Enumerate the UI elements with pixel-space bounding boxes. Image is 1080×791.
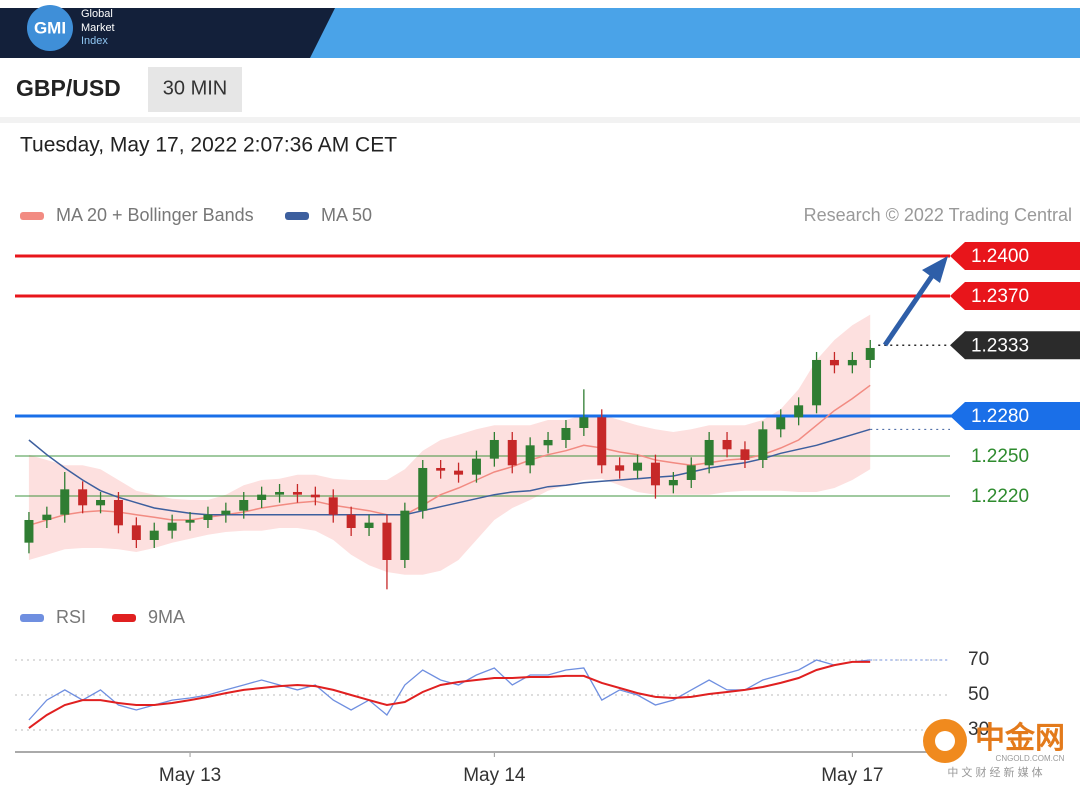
timeframe-box[interactable] <box>148 67 242 112</box>
brand: Index <box>81 35 108 47</box>
candle-body <box>257 494 267 500</box>
level-tag <box>950 281 1080 310</box>
trend-arrow <box>882 274 935 347</box>
candle-body <box>758 429 768 460</box>
credit: Research © 2022 Trading Central <box>804 205 1072 225</box>
legend-label: RSI <box>56 607 86 627</box>
level-label: 1.2400 <box>971 246 1029 267</box>
header-dark <box>0 8 335 58</box>
candle-body <box>829 359 839 366</box>
candle-body <box>686 465 696 480</box>
candle-body <box>633 462 643 471</box>
candle-body <box>346 514 356 528</box>
legend-label: 9MA <box>148 607 185 627</box>
candle-body <box>722 439 732 450</box>
candle-body <box>96 499 106 506</box>
candle-body <box>865 347 875 360</box>
logo: GMI <box>34 18 66 37</box>
symbol: GBP/USD <box>16 75 121 101</box>
candle-body <box>794 405 804 418</box>
candle-body <box>418 467 428 511</box>
candle-body <box>185 519 195 523</box>
bollinger-band <box>28 314 871 575</box>
level-label: 1.2250 <box>971 446 1029 467</box>
candle-body <box>382 522 392 560</box>
x-tick-label: May 14 <box>463 765 526 786</box>
level-tag <box>950 331 1080 360</box>
candle-body <box>561 427 571 440</box>
candle-body <box>740 449 750 460</box>
watermark-tagline: 中 文 财 经 新 媒 体 <box>947 765 1042 779</box>
candle-body <box>42 514 52 520</box>
candle-body <box>328 497 338 515</box>
candle-body <box>310 494 320 498</box>
logo-circle <box>27 5 73 51</box>
watermark-name: 中金网 <box>975 721 1065 755</box>
candle-body <box>615 465 625 471</box>
candle-body <box>60 489 70 515</box>
candle-body <box>436 467 446 471</box>
level-tag <box>950 401 1080 430</box>
y-tick-label: 70 <box>968 649 989 670</box>
level-label: 1.2280 <box>971 406 1029 427</box>
x-tick-label: May 17 <box>821 765 883 786</box>
candle-body <box>471 458 481 475</box>
candle-body <box>24 519 34 543</box>
divider <box>0 117 1080 123</box>
candle-body <box>400 510 410 560</box>
legend-label: MA 50 <box>321 205 372 225</box>
legend-swatch <box>20 212 44 220</box>
candle-body <box>203 514 213 520</box>
candle-body <box>704 439 714 466</box>
candle-body <box>149 530 159 540</box>
level-tag <box>950 241 1080 270</box>
candle-body <box>221 510 231 515</box>
candle-body <box>579 417 589 428</box>
candle-body <box>292 491 302 495</box>
candle-body <box>668 479 678 486</box>
arrow-head <box>922 256 948 283</box>
candle-body <box>776 417 786 430</box>
candle-body <box>364 522 374 528</box>
timestamp: Tuesday, May 17, 2022 2:07:36 AM CET <box>20 134 397 157</box>
candle-body <box>650 462 660 486</box>
candle-body <box>275 491 285 495</box>
level-label: 1.2370 <box>971 286 1029 307</box>
watermark-site: CNGOLD.COM.CN <box>996 754 1065 763</box>
candle-body <box>113 499 123 526</box>
candle-body <box>489 439 499 459</box>
legend-swatch <box>112 614 136 622</box>
level-label: 1.2333 <box>971 335 1029 356</box>
brand: Global <box>81 8 113 20</box>
candle-body <box>454 470 464 475</box>
level-label: 1.2220 <box>971 486 1029 507</box>
brand: Market <box>81 22 115 34</box>
y-tick-label: 30 <box>968 719 989 740</box>
candle-body <box>239 499 249 511</box>
candle-body <box>543 439 553 446</box>
candle-body <box>167 522 177 531</box>
watermark-logo-inner <box>935 731 955 751</box>
candle-body <box>131 525 141 540</box>
legend-label: MA 20 + Bollinger Bands <box>56 205 254 225</box>
timeframe[interactable]: 30 MIN <box>163 77 227 99</box>
chart: 1.2400 1.2370 1.2333 1.2280 1.2250 1.2220 MA 2… <box>15 205 1080 786</box>
candle-body <box>507 439 517 466</box>
legend-swatch <box>285 212 309 220</box>
y-tick-label: 50 <box>968 684 989 705</box>
candle-body <box>597 417 607 466</box>
candle-body <box>812 359 822 406</box>
candle-body <box>847 359 857 366</box>
x-tick-label: May 13 <box>159 765 221 786</box>
candle-body <box>525 445 535 466</box>
ma-line <box>28 428 871 516</box>
candle-body <box>78 489 88 506</box>
ma-line <box>28 384 871 527</box>
rsi-line <box>28 660 871 729</box>
legend-swatch <box>20 614 44 622</box>
